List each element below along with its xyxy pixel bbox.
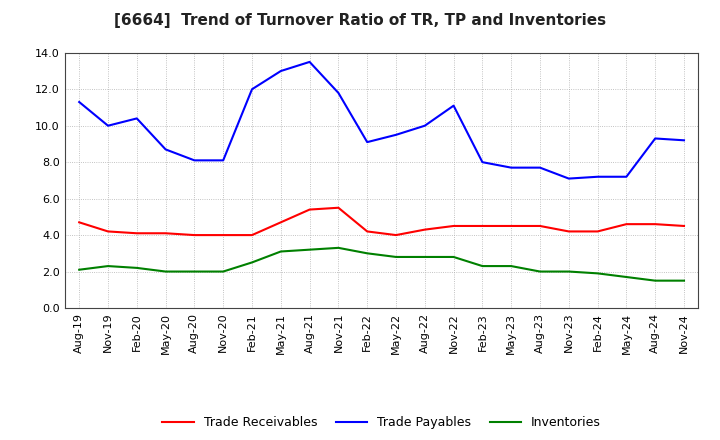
Trade Receivables [363,229,372,234]
Inventories [161,269,170,274]
Trade Payables [449,103,458,108]
Inventories [478,264,487,269]
Trade Receivables [622,221,631,227]
Inventories [622,275,631,280]
Trade Receivables [75,220,84,225]
Line: Inventories: Inventories [79,248,684,281]
Trade Receivables [276,220,285,225]
Trade Payables [392,132,400,137]
Trade Payables [161,147,170,152]
Inventories [104,264,112,269]
Inventories [507,264,516,269]
Trade Payables [248,87,256,92]
Trade Payables [478,160,487,165]
Trade Payables [104,123,112,128]
Trade Payables [564,176,573,181]
Trade Payables [651,136,660,141]
Trade Payables [363,139,372,145]
Trade Receivables [593,229,602,234]
Inventories [248,260,256,265]
Trade Payables [75,99,84,105]
Trade Payables [305,59,314,65]
Trade Payables [190,158,199,163]
Trade Payables [334,90,343,95]
Trade Payables [593,174,602,180]
Trade Receivables [420,227,429,232]
Line: Trade Receivables: Trade Receivables [79,208,684,235]
Trade Payables [219,158,228,163]
Trade Receivables [219,232,228,238]
Inventories [564,269,573,274]
Inventories [593,271,602,276]
Trade Receivables [651,221,660,227]
Trade Receivables [478,224,487,229]
Trade Receivables [507,224,516,229]
Inventories [190,269,199,274]
Trade Receivables [248,232,256,238]
Trade Receivables [449,224,458,229]
Trade Receivables [190,232,199,238]
Trade Payables [622,174,631,180]
Inventories [420,254,429,260]
Inventories [449,254,458,260]
Trade Receivables [564,229,573,234]
Trade Payables [536,165,544,170]
Trade Payables [420,123,429,128]
Inventories [276,249,285,254]
Trade Receivables [334,205,343,210]
Line: Trade Payables: Trade Payables [79,62,684,179]
Trade Receivables [104,229,112,234]
Trade Receivables [392,232,400,238]
Trade Receivables [305,207,314,212]
Trade Payables [132,116,141,121]
Trade Receivables [161,231,170,236]
Trade Payables [507,165,516,170]
Trade Payables [680,138,688,143]
Trade Receivables [132,231,141,236]
Inventories [363,251,372,256]
Inventories [75,267,84,272]
Legend: Trade Receivables, Trade Payables, Inventories: Trade Receivables, Trade Payables, Inven… [157,411,606,434]
Trade Receivables [680,224,688,229]
Trade Receivables [536,224,544,229]
Inventories [536,269,544,274]
Inventories [219,269,228,274]
Trade Payables [276,68,285,73]
Inventories [132,265,141,271]
Inventories [651,278,660,283]
Text: [6664]  Trend of Turnover Ratio of TR, TP and Inventories: [6664] Trend of Turnover Ratio of TR, TP… [114,13,606,28]
Inventories [392,254,400,260]
Inventories [680,278,688,283]
Inventories [305,247,314,252]
Inventories [334,245,343,250]
